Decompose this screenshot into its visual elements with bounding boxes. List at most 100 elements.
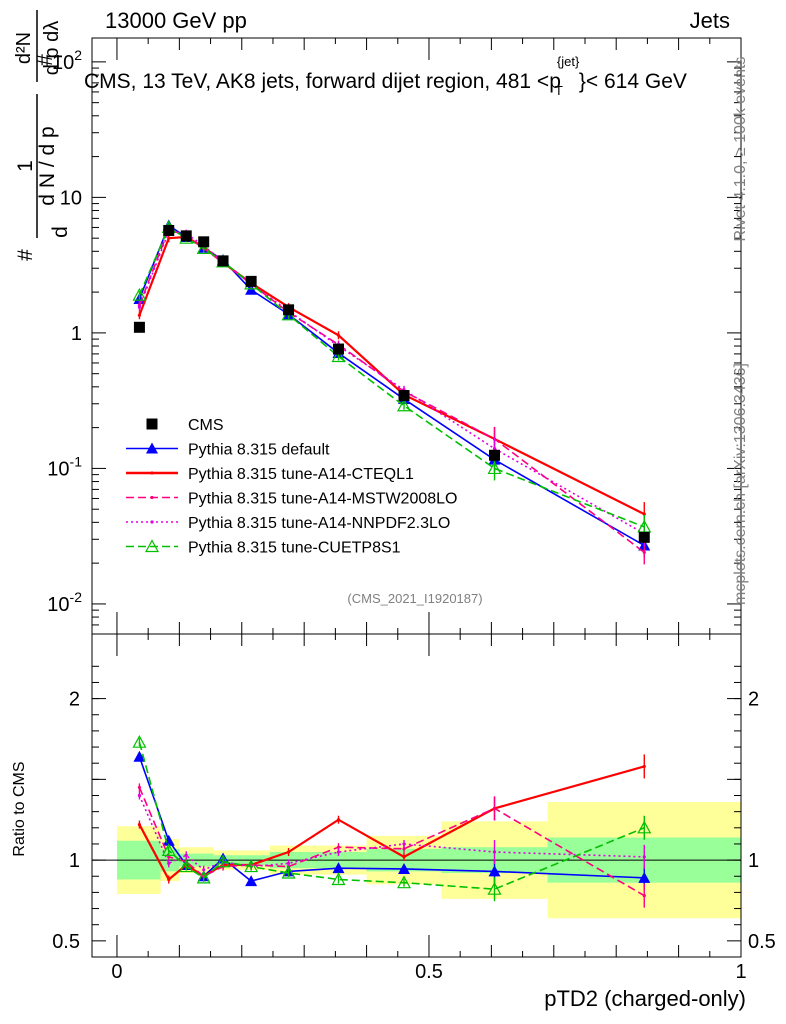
main-series-cms: [133, 224, 650, 543]
legend-entry: Pythia 8.315 tune-A14-CTEQL1: [126, 466, 414, 483]
data-point: [286, 850, 291, 854]
data-point: [397, 398, 412, 412]
data-point: [642, 855, 646, 859]
y-tick-label: 10: [60, 187, 82, 209]
tick-base: 10: [47, 458, 69, 480]
data-point: [331, 872, 346, 886]
data-point: [286, 861, 291, 865]
data-point: [336, 845, 341, 849]
data-point: [245, 275, 257, 287]
data-point: [336, 818, 341, 822]
title-main: CMS, 13 TeV, AK8 jets, forward dijet reg…: [84, 70, 561, 93]
y-tick-label: 1: [71, 323, 82, 345]
data-point: [163, 224, 175, 236]
data-point: [161, 843, 176, 857]
title-end: }< 614 GeV: [578, 70, 687, 93]
ratio-y-tick-label: 1: [69, 850, 80, 872]
ratio-ylabel: Ratio to CMS: [11, 761, 28, 857]
data-point: [402, 855, 406, 859]
tick-base: 10: [52, 52, 74, 74]
data-point: [637, 820, 652, 834]
y-tick-label: 102: [52, 47, 82, 74]
legend-entry: Pythia 8.315 tune-A14-NNPDF2.3LO: [126, 515, 450, 532]
title-sup: {jet}: [556, 54, 580, 69]
legend-label: CMS: [188, 417, 224, 434]
data-point: [167, 861, 171, 865]
data-point: [180, 230, 192, 242]
main-series-pythia-8-315-tune-a14-mstw2008lo: [137, 225, 646, 565]
data-point: [196, 241, 211, 255]
data-point: [487, 881, 502, 895]
legend-label: Pythia 8.315 tune-A14-MSTW2008LO: [188, 491, 457, 508]
data-point: [244, 859, 259, 873]
data-point: [331, 349, 346, 363]
header-right: Jets: [689, 8, 730, 33]
data-point: [638, 871, 651, 883]
ratio-y-tick-label-right: 2: [748, 689, 759, 711]
ylabel-part: #: [34, 54, 57, 66]
data-point: [488, 865, 501, 877]
data-point: [146, 442, 158, 454]
data-point: [402, 842, 406, 846]
data-point: [198, 236, 210, 248]
data-point: [642, 550, 646, 555]
data-point: [217, 255, 229, 267]
data-point: [184, 853, 188, 857]
data-point: [132, 287, 147, 301]
data-point: [402, 847, 406, 851]
header-left: 13000 GeV pp: [105, 8, 247, 33]
analysis-watermark: (CMS_2021_I1920187): [347, 591, 483, 606]
data-point: [202, 868, 206, 872]
ylabel-part: #: [14, 249, 37, 261]
data-point: [167, 236, 171, 240]
data-point: [336, 333, 341, 337]
data-point: [492, 850, 497, 854]
main-title: CMS, 13 TeV, AK8 jets, forward dijet reg…: [84, 54, 687, 98]
ylabel-part: d N / d p: [36, 126, 59, 205]
legend: CMS Pythia 8.315 default Pythia 8.315 tune…: [126, 417, 457, 557]
rivet-version: Rivet 4.1.0, ≥ 100k events: [732, 56, 749, 242]
data-point: [336, 850, 341, 854]
y-tick-label: 10-2: [47, 589, 82, 616]
data-point: [492, 447, 497, 451]
ratio-series-pythia-8-315-tune-cuetp8s1: [132, 734, 652, 902]
data-point: [398, 862, 411, 874]
data-point: [144, 539, 160, 553]
data-point: [137, 305, 142, 309]
ratio-y-tick-label: 2: [69, 689, 80, 711]
ylabel-part: d²N: [13, 32, 35, 64]
x-tick-label: 0: [111, 961, 122, 983]
ratio-y-tick-label-right: 0.5: [748, 931, 776, 953]
data-point: [642, 894, 646, 898]
data-point: [398, 390, 410, 402]
data-point: [489, 449, 501, 461]
legend-label: Pythia 8.315 tune-A14-CTEQL1: [188, 466, 414, 483]
data-point: [196, 870, 211, 884]
data-point: [150, 520, 154, 524]
legend-label: Pythia 8.315 tune-CUETP8S1: [188, 540, 401, 557]
legend-entry: Pythia 8.315 default: [126, 442, 330, 459]
mcplots-credit: mcplots.cern.ch [arXiv:1306.3436]: [732, 363, 749, 605]
data-point: [492, 806, 497, 811]
data-point: [216, 854, 231, 868]
data-point: [179, 859, 194, 873]
data-point: [332, 343, 344, 355]
data-point: [133, 321, 145, 333]
y-tick-label: 10-1: [47, 453, 82, 480]
data-point: [133, 750, 146, 762]
legend-label: Pythia 8.315 tune-A14-NNPDF2.3LO: [188, 515, 450, 532]
data-point: [132, 734, 147, 748]
ratio-y-tick-label-right: 1: [748, 850, 759, 872]
ylabel-part: d: [49, 226, 72, 238]
data-point: [150, 495, 154, 500]
data-point: [167, 855, 171, 859]
data-point: [487, 461, 502, 475]
legend-entry: Pythia 8.315 tune-A14-MSTW2008LO: [126, 491, 457, 508]
data-point: [642, 764, 646, 769]
data-point: [245, 875, 258, 887]
data-point: [146, 418, 158, 430]
title-sub: T: [554, 83, 563, 98]
data-point: [162, 834, 175, 846]
